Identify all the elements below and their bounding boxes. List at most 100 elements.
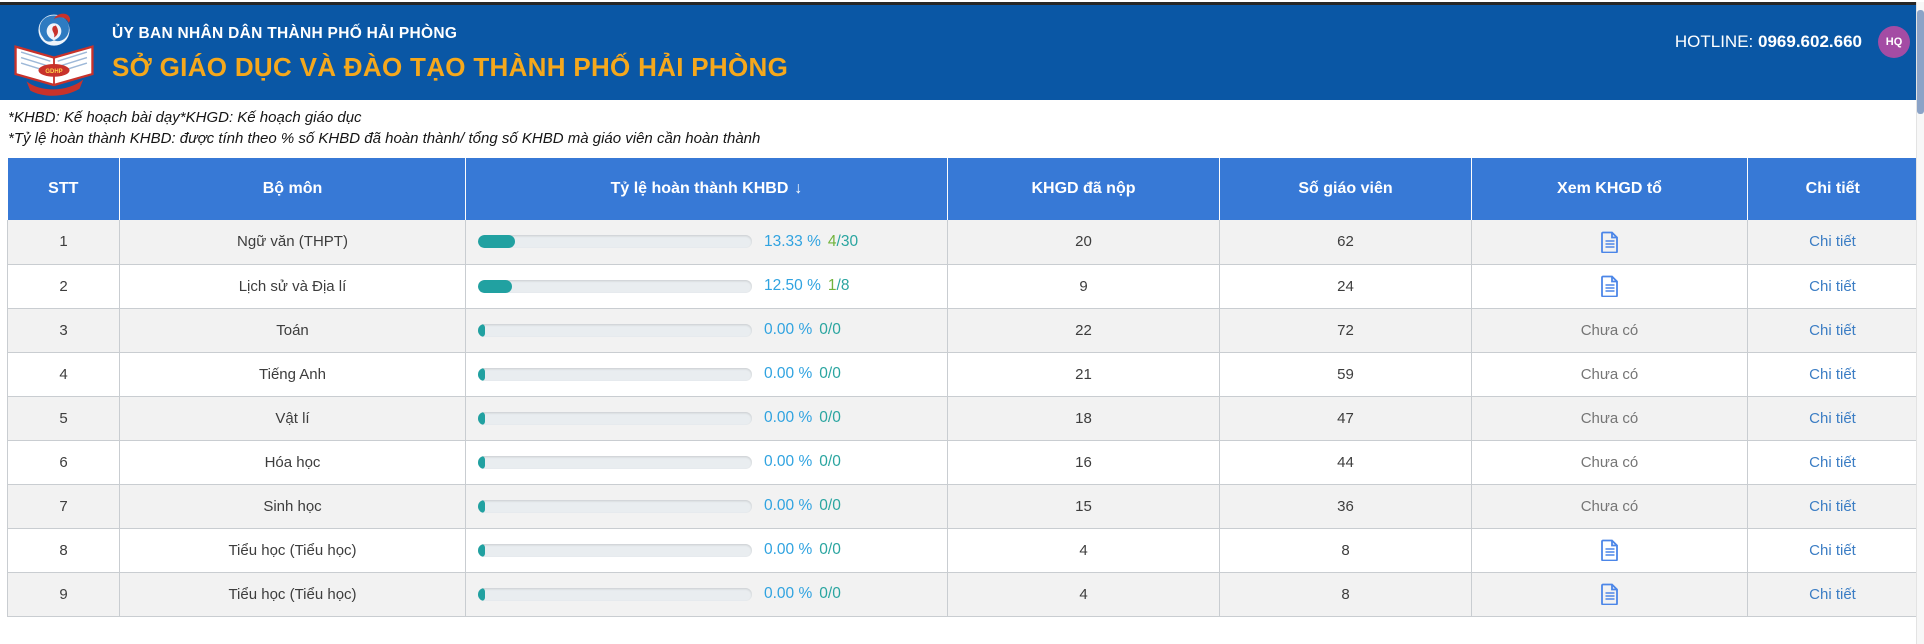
document-icon[interactable] xyxy=(1600,275,1620,298)
user-avatar[interactable]: HQ xyxy=(1878,26,1910,59)
detail-link[interactable]: Chi tiết xyxy=(1809,321,1856,339)
no-khgd-label: Chưa có xyxy=(1580,365,1639,383)
column-header-view-khgd[interactable]: Xem KHGD tổ xyxy=(1471,158,1748,220)
vertical-scrollbar[interactable] xyxy=(1916,2,1924,644)
hotline-number: 0969.602.660 xyxy=(1758,32,1862,52)
departments-table: STT Bộ môn Tỷ lệ hoàn thành KHBD ↓ KHGD đ… xyxy=(7,158,1918,617)
no-khgd-label: Chưa có xyxy=(1580,409,1639,427)
completed-count: 0 xyxy=(819,409,828,426)
completed-count: 1 xyxy=(827,277,837,294)
site-header: GDHP ỦY BAN NHÂN DÂN THÀNH PHỐ HẢI PHÒNG… xyxy=(0,5,1924,100)
column-header-khgd-submitted[interactable]: KHGD đã nộp xyxy=(947,158,1220,220)
total-count: /0 xyxy=(827,409,841,426)
completion-percent-label: 13.33 % xyxy=(764,232,821,250)
completion-fraction: 0/0 xyxy=(819,541,841,558)
progress-bar-fill xyxy=(478,455,485,469)
completion-percent-label: 0.00 % xyxy=(764,409,813,426)
column-header-completion[interactable]: Tỷ lệ hoàn thành KHBD ↓ xyxy=(465,158,948,220)
detail-link[interactable]: Chi tiết xyxy=(1809,277,1856,295)
subject-name-cell: Vật lí xyxy=(119,396,466,441)
progress-bar xyxy=(478,367,752,381)
progress-bar-fill xyxy=(478,367,485,381)
row-index-cell: 1 xyxy=(7,220,120,265)
detail-link[interactable]: Chi tiết xyxy=(1809,233,1856,251)
progress-bar-fill xyxy=(478,411,485,425)
top-divider-line xyxy=(0,2,1924,5)
total-count: /0 xyxy=(827,497,841,514)
document-icon[interactable] xyxy=(1600,583,1620,606)
document-icon[interactable] xyxy=(1600,539,1620,562)
completion-percent-label: 0.00 % xyxy=(764,365,813,382)
document-icon[interactable] xyxy=(1600,231,1620,254)
column-header-teacher-count[interactable]: Số giáo viên xyxy=(1219,158,1472,220)
row-index-cell: 3 xyxy=(7,308,120,353)
table-row: 7 Sinh học 0.00 % 0/0 15 36 Chưa có Chi tiết xyxy=(7,484,1918,529)
detail-link[interactable]: Chi tiết xyxy=(1809,541,1856,559)
detail-cell: Chi tiết xyxy=(1747,264,1918,309)
view-khgd-cell: Chưa có xyxy=(1471,440,1748,485)
view-khgd-cell xyxy=(1471,572,1748,617)
teacher-count-cell: 8 xyxy=(1219,528,1472,573)
detail-cell: Chi tiết xyxy=(1747,572,1918,617)
completion-cell: 0.00 % 0/0 xyxy=(465,396,948,441)
department-name: SỞ GIÁO DỤC VÀ ĐÀO TẠO THÀNH PHỐ HẢI PHÒ… xyxy=(112,51,789,82)
detail-link[interactable]: Chi tiết xyxy=(1809,409,1856,427)
teacher-count-cell: 59 xyxy=(1219,352,1472,397)
khgd-submitted-cell: 22 xyxy=(947,308,1220,353)
khgd-submitted-cell: 21 xyxy=(947,352,1220,397)
table-row: 9 Tiểu học (Tiểu học) 0.00 % 0/0 4 8 Chi tiết xyxy=(7,572,1918,617)
completed-count: 0 xyxy=(819,585,828,602)
row-index-cell: 4 xyxy=(7,352,120,397)
column-header-detail[interactable]: Chi tiết xyxy=(1747,158,1918,220)
table-row: 4 Tiếng Anh 0.00 % 0/0 21 59 Chưa có Chi tiết xyxy=(7,352,1918,397)
table-row: 8 Tiểu học (Tiểu học) 0.00 % 0/0 4 8 Chi tiết xyxy=(7,528,1918,573)
detail-link[interactable]: Chi tiết xyxy=(1809,365,1856,383)
total-count: /0 xyxy=(827,541,841,558)
table-row: 5 Vật lí 0.00 % 0/0 18 47 Chưa có Chi tiết xyxy=(7,396,1918,441)
khgd-submitted-cell: 4 xyxy=(947,572,1220,617)
completion-fraction: 0/0 xyxy=(819,497,841,514)
teacher-count-cell: 47 xyxy=(1219,396,1472,441)
completion-cell: 0.00 % 0/0 xyxy=(465,484,948,529)
completion-fraction: 0/0 xyxy=(819,585,841,602)
detail-cell: Chi tiết xyxy=(1747,352,1918,397)
completed-count: 0 xyxy=(819,453,828,470)
completion-percent-label: 0.00 % xyxy=(764,321,813,338)
completion-percent-label: 0.00 % xyxy=(764,541,813,558)
progress-bar-fill xyxy=(478,323,485,337)
table-row: 1 Ngữ văn (THPT) 13.33 % 4/30 20 62 Chi tiết xyxy=(7,220,1918,265)
column-header-stt[interactable]: STT xyxy=(7,158,120,220)
table-row: 6 Hóa học 0.00 % 0/0 16 44 Chưa có Chi tiết xyxy=(7,440,1918,485)
completion-fraction: 0/0 xyxy=(819,453,841,470)
progress-bar-fill xyxy=(478,587,485,601)
completion-cell: 0.00 % 0/0 xyxy=(465,572,948,617)
column-header-subject[interactable]: Bộ môn xyxy=(119,158,466,220)
completion-fraction: 0/0 xyxy=(819,365,841,382)
total-count: /0 xyxy=(827,321,841,338)
subject-name-cell: Toán xyxy=(119,308,466,353)
completion-percent-label: 0.00 % xyxy=(764,453,813,470)
completion-cell: 0.00 % 0/0 xyxy=(465,352,948,397)
view-khgd-cell xyxy=(1471,264,1748,309)
completion-fraction: 0/0 xyxy=(819,321,841,338)
detail-link[interactable]: Chi tiết xyxy=(1809,453,1856,471)
row-index-cell: 9 xyxy=(7,572,120,617)
completed-count: 4 xyxy=(827,232,837,250)
gdhp-logo-image: GDHP xyxy=(14,13,94,96)
header-right: HOTLINE: 0969.602.660 HQ xyxy=(1675,5,1910,79)
scrollbar-thumb[interactable] xyxy=(1917,10,1924,114)
completion-percent-label: 0.00 % xyxy=(764,585,813,602)
completed-count: 0 xyxy=(819,541,828,558)
khgd-submitted-cell: 18 xyxy=(947,396,1220,441)
hotline-label: HOTLINE: xyxy=(1674,32,1754,52)
completion-percent-label: 0.00 % xyxy=(764,497,813,514)
detail-link[interactable]: Chi tiết xyxy=(1809,497,1856,515)
total-count: /0 xyxy=(827,585,841,602)
teacher-count-cell: 8 xyxy=(1219,572,1472,617)
total-count: /8 xyxy=(836,277,850,294)
completion-fraction: 4/30 xyxy=(828,233,858,250)
detail-link[interactable]: Chi tiết xyxy=(1809,585,1856,603)
teacher-count-cell: 72 xyxy=(1219,308,1472,353)
detail-cell: Chi tiết xyxy=(1747,440,1918,485)
completion-cell: 13.33 % 4/30 xyxy=(465,220,948,265)
